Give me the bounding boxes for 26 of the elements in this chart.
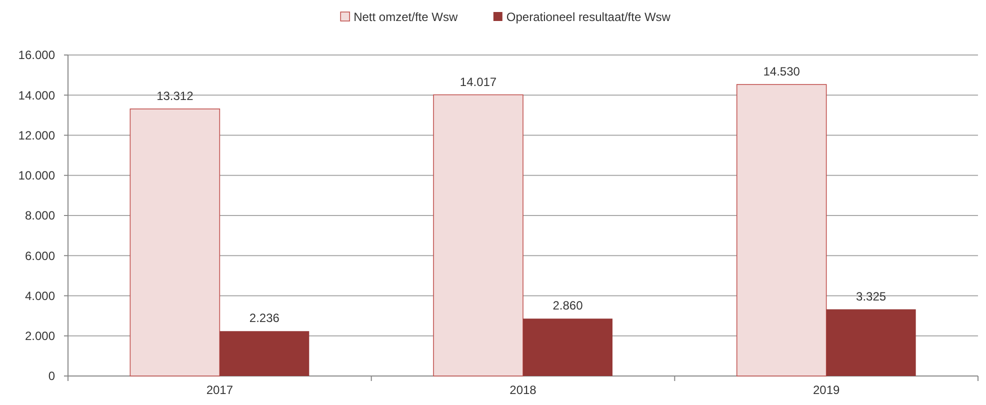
y-tick-label: 8.000: [24, 208, 56, 223]
y-tick-label: 6.000: [24, 248, 56, 263]
bar: [220, 331, 310, 376]
y-tick-label: 2.000: [24, 329, 56, 344]
y-tick-label: 10.000: [18, 168, 56, 183]
y-tick-label: 0: [48, 369, 56, 384]
bar: [130, 108, 220, 376]
data-label: 3.325: [856, 289, 886, 304]
bar: [826, 309, 916, 376]
y-tick-label: 4.000: [24, 288, 56, 303]
x-tick-label: 2018: [510, 383, 537, 397]
y-tick-label: 14.000: [18, 88, 56, 102]
x-tick-label: 2019: [812, 383, 840, 397]
data-label: 2.860: [552, 298, 584, 313]
data-label: 14.017: [460, 74, 497, 89]
data-label: 13.312: [156, 88, 194, 103]
x-tick-label: 2017: [206, 383, 234, 397]
bar: [736, 84, 827, 376]
data-label: 2.236: [249, 311, 280, 326]
data-label: 14.530: [763, 64, 800, 78]
legend-label: Nett omzet/fte Wsw: [354, 10, 458, 24]
y-tick-label: 16.000: [18, 48, 56, 62]
legend-label: Operationeel resultaat/fte Wsw: [506, 10, 671, 24]
y-tick-label: 12.000: [18, 128, 56, 142]
bar: [523, 318, 612, 376]
bar: [433, 94, 524, 376]
